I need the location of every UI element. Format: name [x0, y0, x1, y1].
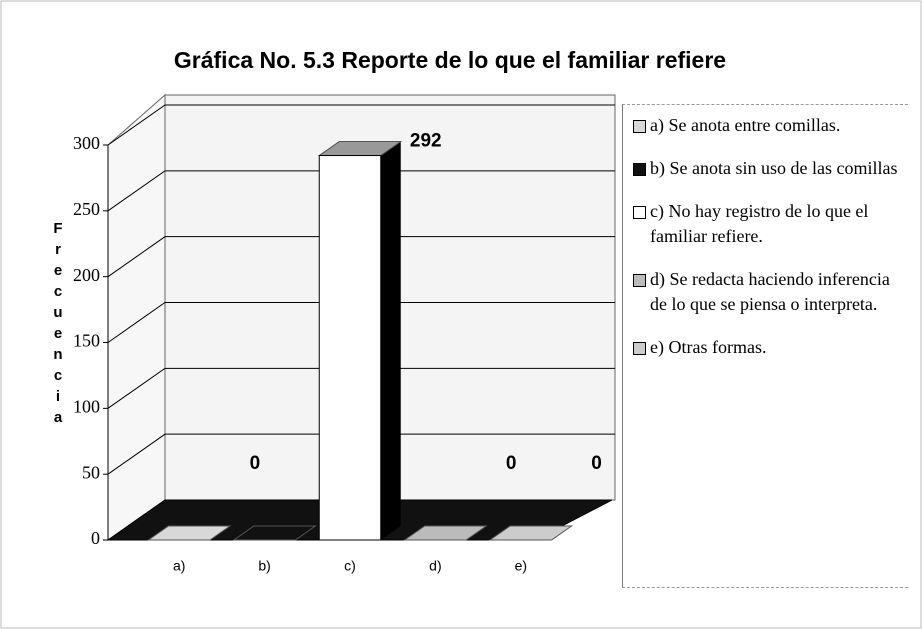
x-tick-label: a)	[173, 558, 185, 574]
grid-line	[107, 302, 615, 343]
legend-swatch	[633, 120, 646, 133]
data-label: 0	[591, 453, 602, 474]
legend-swatch	[633, 274, 646, 287]
legend-entry: c) No hay registro de lo que el familiar…	[633, 199, 902, 249]
data-label: 292	[410, 131, 442, 152]
y-tick-label: 200	[73, 265, 100, 285]
grid-line	[107, 236, 615, 278]
bar-top	[403, 525, 488, 541]
bar-top	[488, 525, 574, 541]
grid-line	[107, 367, 615, 409]
legend: a) Se anota entre comillas. b) Se anota s…	[622, 104, 908, 588]
y-tick-label: 100	[73, 396, 100, 416]
y-tick-label: 150	[73, 331, 100, 351]
x-tick-label: c)	[344, 558, 356, 574]
legend-label: a) Se anota entre comillas.	[650, 115, 841, 135]
legend-label: e) Otras formas.	[650, 337, 767, 357]
grid-line	[107, 104, 615, 146]
side-wall	[107, 93, 166, 541]
bar-top	[146, 525, 232, 541]
y-tick-label: 300	[73, 133, 100, 153]
legend-entry: a) Se anota entre comillas.	[633, 113, 902, 138]
legend-label: d) Se redacta haciendo inferencia de lo …	[650, 269, 890, 314]
grid-line	[107, 170, 615, 212]
legend-swatch	[633, 206, 646, 219]
bar-side	[380, 141, 401, 541]
legend-swatch	[633, 163, 646, 176]
x-tick-label: d)	[429, 558, 441, 574]
legend-label: b) Se anota sin uso de las comillas	[650, 158, 898, 178]
legend-label: c) No hay registro de lo que el familiar…	[650, 201, 869, 246]
data-label: 0	[250, 453, 261, 474]
grid-line	[107, 433, 615, 475]
legend-entry: d) Se redacta haciendo inferencia de lo …	[633, 267, 902, 317]
legend-entry: b) Se anota sin uso de las comillas	[633, 156, 902, 181]
x-tick-label: b)	[258, 558, 270, 574]
y-tick-label: 0	[91, 528, 100, 548]
data-label: 0	[506, 453, 517, 474]
legend-swatch	[633, 342, 646, 355]
y-axis-label: Frecuencia	[53, 220, 63, 426]
x-tick-label: e)	[515, 558, 527, 574]
chart-title: Gráfica No. 5.3 Reporte de lo que el fam…	[174, 47, 726, 73]
y-tick-label: 50	[82, 462, 100, 482]
bar-top	[232, 525, 317, 541]
legend-entry: e) Otras formas.	[633, 335, 902, 360]
bar	[318, 155, 382, 541]
y-tick-label: 250	[73, 199, 100, 219]
